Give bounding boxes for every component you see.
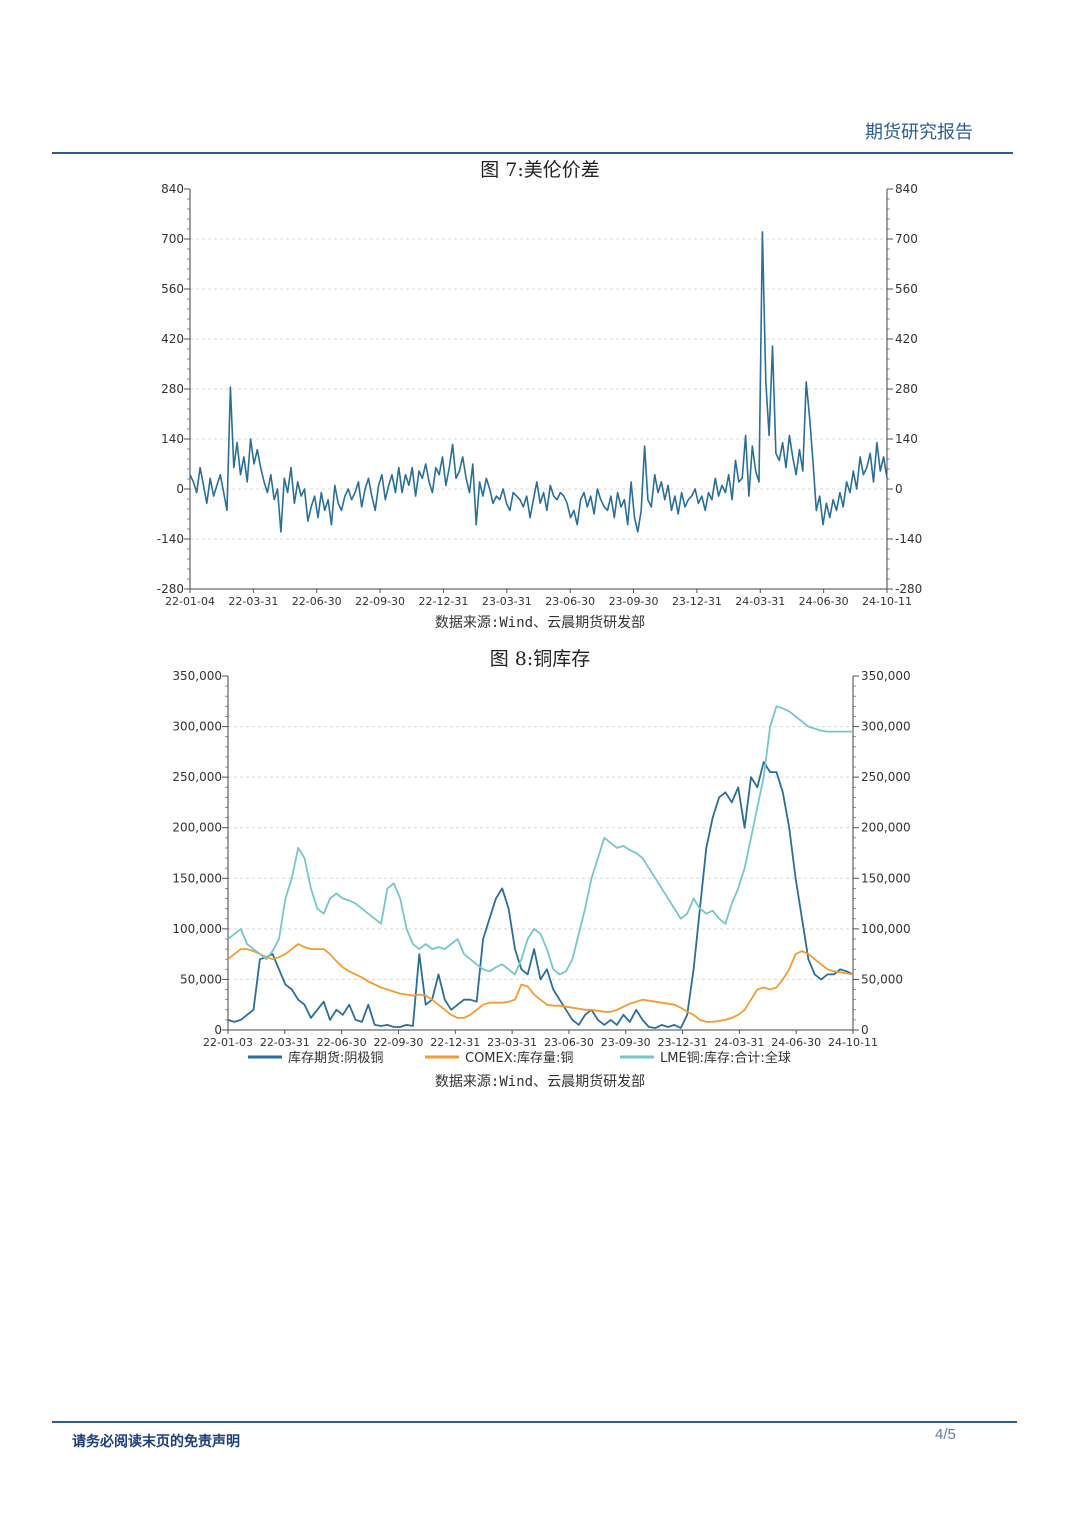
figure8-source: 数据来源:Wind、云晨期货研发部 — [434, 1074, 646, 1090]
figure7-title: 图 7:美伦价差 — [480, 159, 600, 181]
header-divider — [52, 152, 1013, 154]
spread-y-tick-label-right: 420 — [895, 332, 918, 346]
inventory-y-tick-label-right: 150,000 — [861, 871, 911, 885]
legend-label-2: COMEX:库存量:铜 — [465, 1050, 573, 1066]
spread-x-tick-label: 23-06-30 — [545, 595, 595, 608]
inventory-y-tick-label-right: 200,000 — [861, 821, 911, 835]
spread-x-tick-label: 22-06-30 — [292, 595, 342, 608]
inventory-x-tick-label: 22-06-30 — [317, 1036, 367, 1049]
spread-x-tick-label: 24-10-11 — [862, 595, 912, 608]
inventory-y-tick-label-right: 0 — [861, 1023, 869, 1037]
inventory-x-tick-label: 23-03-31 — [487, 1036, 537, 1049]
inventory-y-tick-label-right: 300,000 — [861, 720, 911, 734]
spread-chart: 840 840 700 700 560 560 420 420 280 280 140 140 0 0 -1… — [157, 182, 922, 608]
spread-x-tick-label: 23-12-31 — [672, 595, 722, 608]
spread-y-tick-label: 840 — [161, 182, 184, 196]
inventory-x-tick-label: 22-01-03 — [203, 1036, 253, 1049]
footer-divider — [52, 1421, 1017, 1423]
inventory-y-tick-label-right: 50,000 — [861, 972, 903, 986]
spread-x-tick-label: 24-06-30 — [799, 595, 849, 608]
inventory-y-tick-label: 200,000 — [172, 821, 222, 835]
spread-x-tick-label: 23-09-30 — [609, 595, 659, 608]
inventory-y-tick-label: 350,000 — [172, 669, 222, 683]
inventory-x-tick-label: 23-12-31 — [658, 1036, 708, 1049]
inventory-x-tick-label: 22-03-31 — [260, 1036, 310, 1049]
spread-y-tick-label: -140 — [157, 532, 184, 546]
spread-x-tick-label: 22-01-04 — [165, 595, 215, 608]
inventory-y-tick-label-right: 350,000 — [861, 669, 911, 683]
spread-x-tick-label: 22-03-31 — [228, 595, 278, 608]
spread-y-tick-label-right: 280 — [895, 382, 918, 396]
inventory-x-tick-label: 22-12-31 — [430, 1036, 480, 1049]
inventory-y-tick-label: 100,000 — [172, 922, 222, 936]
spread-y-tick-label-right: 0 — [895, 482, 903, 496]
inventory-y-tick-label: 250,000 — [172, 770, 222, 784]
inventory-y-tick-label: 300,000 — [172, 720, 222, 734]
spread-series-line-1 — [189, 231, 888, 533]
inventory-y-tick-label: 0 — [214, 1023, 222, 1037]
spread-y-tick-label: 560 — [161, 282, 184, 296]
inventory-x-tick-label: 23-09-30 — [601, 1036, 651, 1049]
inventory-y-tick-label-right: 250,000 — [861, 770, 911, 784]
page-number: 4/5 — [935, 1426, 956, 1443]
spread-x-tick-label: 22-12-31 — [418, 595, 468, 608]
inventory-y-tick-label: 150,000 — [172, 871, 222, 885]
spread-y-tick-label-right: 700 — [895, 232, 918, 246]
inventory-x-tick-label: 24-10-11 — [828, 1036, 878, 1049]
legend-label-1: 库存期货:阴极铜 — [288, 1050, 383, 1066]
spread-y-tick-label: -280 — [157, 582, 184, 596]
inventory-y-tick-label-right: 100,000 — [861, 922, 911, 936]
inventory-series-line-1 — [227, 761, 854, 1029]
spread-y-tick-label-right: 560 — [895, 282, 918, 296]
inventory-series-line-3 — [227, 705, 853, 976]
figure8-title: 图 8:铜库存 — [489, 648, 591, 670]
spread-y-tick-label-right: 840 — [895, 182, 918, 196]
report-type-title: 期货研究报告 — [865, 122, 973, 143]
spread-y-tick-label-right: -140 — [895, 532, 922, 546]
legend-label-3: LME铜:库存:合计:全球 — [660, 1050, 791, 1066]
inventory-x-tick-label: 24-03-31 — [714, 1036, 764, 1049]
spread-x-tick-label: 23-03-31 — [482, 595, 532, 608]
spread-y-tick-label: 0 — [176, 482, 184, 496]
inventory-x-tick-label: 22-09-30 — [373, 1036, 423, 1049]
spread-y-tick-label: 140 — [161, 432, 184, 446]
spread-y-tick-label: 420 — [161, 332, 184, 346]
inventory-x-tick-label: 23-06-30 — [544, 1036, 594, 1049]
inventory-y-tick-label: 50,000 — [180, 972, 222, 986]
spread-y-tick-label-right: 140 — [895, 432, 918, 446]
figure7-source: 数据来源:Wind、云晨期货研发部 — [434, 615, 646, 631]
spread-x-tick-label: 22-09-30 — [355, 595, 405, 608]
spread-y-tick-label: 700 — [161, 232, 184, 246]
spread-x-tick-label: 24-03-31 — [735, 595, 785, 608]
inventory-series-line-2 — [227, 943, 854, 1023]
copper-inventory-chart: 350,000 350,000 300,000 300,000 250,000 250,0… — [172, 669, 911, 1066]
inventory-x-tick-label: 24-06-30 — [771, 1036, 821, 1049]
footer-disclaimer: 请务必阅读末页的免责声明 — [72, 1434, 240, 1450]
spread-y-tick-label: 280 — [161, 382, 184, 396]
spread-y-tick-label-right: -280 — [895, 582, 922, 596]
